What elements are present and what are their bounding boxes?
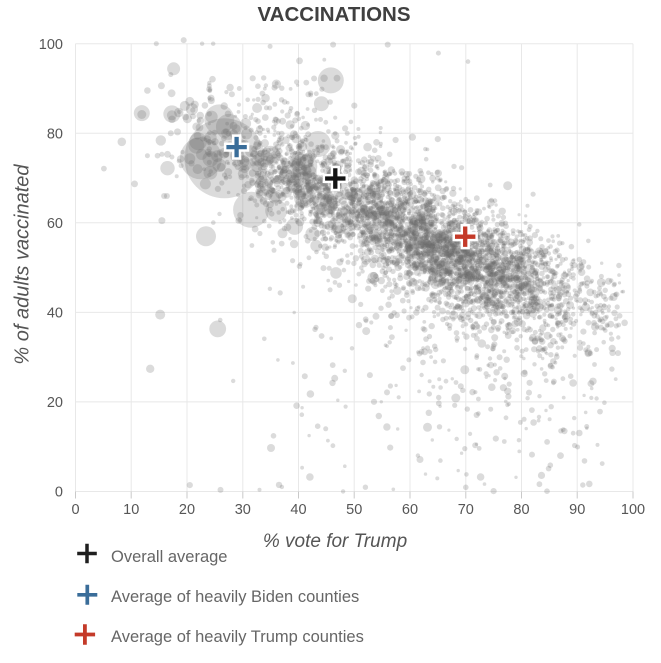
svg-text:Average of heavily Biden count: Average of heavily Biden counties: [111, 588, 359, 606]
svg-text:Overall average: Overall average: [111, 548, 227, 566]
svg-text:% vote for Trump: % vote for Trump: [263, 531, 407, 552]
svg-text:100: 100: [621, 502, 645, 518]
svg-text:Average of heavily Trump count: Average of heavily Trump counties: [111, 628, 364, 646]
svg-text:80: 80: [47, 127, 63, 143]
svg-text:20: 20: [179, 502, 195, 518]
svg-text:VACCINATIONS: VACCINATIONS: [258, 3, 411, 26]
svg-text:10: 10: [123, 502, 139, 518]
svg-text:40: 40: [47, 306, 63, 322]
svg-text:60: 60: [47, 216, 63, 232]
svg-text:100: 100: [39, 37, 63, 53]
svg-text:0: 0: [55, 485, 63, 501]
svg-text:90: 90: [569, 502, 585, 518]
svg-text:80: 80: [513, 502, 529, 518]
svg-text:40: 40: [290, 502, 306, 518]
svg-text:70: 70: [458, 502, 474, 518]
svg-text:60: 60: [402, 502, 418, 518]
svg-text:30: 30: [235, 502, 251, 518]
svg-text:0: 0: [71, 502, 79, 518]
svg-text:20: 20: [47, 395, 63, 411]
svg-text:% of adults vaccinated: % of adults vaccinated: [12, 164, 34, 365]
svg-text:50: 50: [346, 502, 362, 518]
